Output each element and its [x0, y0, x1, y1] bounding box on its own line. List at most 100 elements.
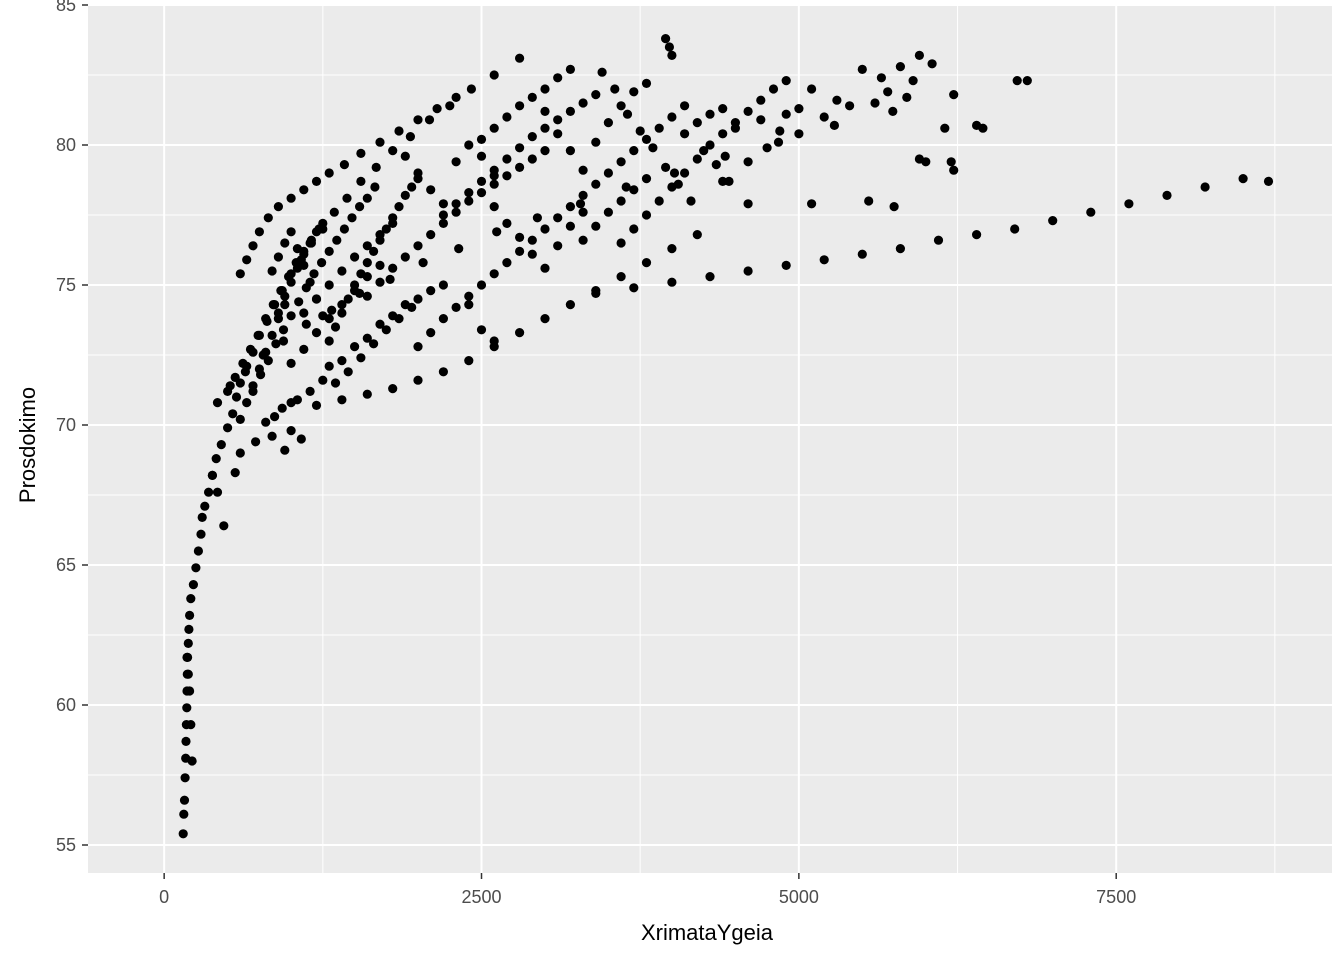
data-point: [540, 146, 550, 156]
data-point: [451, 92, 461, 102]
data-point: [616, 238, 626, 248]
data-point: [578, 165, 588, 175]
data-point: [464, 188, 474, 198]
data-point: [375, 319, 385, 329]
data-point: [191, 563, 201, 573]
data-point: [476, 176, 487, 186]
data-point: [667, 277, 677, 287]
data-point: [705, 272, 715, 282]
data-point: [271, 339, 281, 349]
data-point: [216, 440, 226, 450]
data-point: [426, 328, 436, 338]
data-point: [306, 235, 316, 245]
data-point: [553, 129, 563, 139]
data-point: [280, 445, 290, 455]
data-point: [183, 669, 193, 679]
data-point: [413, 375, 423, 385]
data-point: [235, 269, 245, 279]
data-point: [230, 372, 240, 382]
data-point: [369, 339, 379, 349]
data-point: [188, 580, 198, 590]
data-point: [870, 98, 880, 108]
data-point: [242, 255, 252, 265]
data-point: [756, 95, 766, 105]
data-point: [775, 126, 785, 136]
data-point: [466, 84, 476, 94]
data-point: [400, 252, 410, 262]
data-point: [669, 168, 680, 178]
data-point: [578, 190, 588, 200]
data-point: [248, 241, 258, 251]
data-point: [641, 258, 652, 268]
data-point: [743, 157, 753, 167]
data-point: [268, 300, 278, 310]
data-point: [972, 230, 982, 240]
data-point: [311, 176, 322, 186]
data-point: [654, 196, 664, 206]
data-point: [280, 238, 290, 248]
data-point: [451, 302, 461, 312]
data-point: [1010, 224, 1020, 234]
data-point: [641, 174, 652, 184]
data-point: [204, 487, 214, 497]
data-point: [405, 132, 415, 142]
data-point: [263, 356, 273, 366]
data-point: [251, 437, 261, 447]
data-point: [388, 146, 398, 156]
data-point: [781, 76, 791, 86]
data-point: [540, 314, 550, 324]
data-point: [492, 227, 502, 237]
x-axis-title: XrimataYgeia: [641, 920, 774, 945]
data-point: [527, 154, 537, 164]
data-point: [183, 638, 193, 649]
data-point: [718, 129, 728, 139]
data-point: [464, 196, 474, 206]
data-point: [413, 241, 423, 251]
data-point: [343, 294, 353, 304]
data-point: [949, 90, 959, 100]
data-point: [299, 308, 309, 318]
x-axis: 0 2500 5000 7500: [159, 873, 1136, 907]
data-point: [445, 101, 455, 111]
data-point: [342, 193, 352, 203]
data-point: [186, 720, 196, 730]
data-point: [324, 280, 334, 290]
data-point: [240, 367, 250, 377]
data-point: [356, 148, 366, 158]
data-point: [193, 546, 203, 556]
data-point: [381, 224, 391, 234]
data-point: [895, 244, 906, 254]
plot-panel: [88, 5, 1332, 873]
x-tick-label: 7500: [1096, 887, 1136, 907]
data-point: [553, 73, 563, 83]
data-point: [350, 252, 360, 262]
data-point: [317, 258, 327, 268]
data-point: [502, 171, 512, 181]
data-point: [1162, 190, 1172, 200]
data-point: [324, 336, 334, 346]
data-point: [347, 213, 357, 223]
data-point: [253, 330, 263, 340]
data-point: [337, 356, 347, 366]
data-point: [370, 182, 380, 192]
data-point: [438, 210, 448, 220]
data-point: [219, 521, 229, 531]
data-point: [311, 294, 322, 304]
data-point: [578, 235, 588, 245]
data-point: [273, 202, 283, 212]
data-point: [464, 356, 474, 366]
data-point: [502, 218, 512, 228]
data-point: [413, 115, 423, 125]
data-point: [212, 487, 223, 497]
data-point: [200, 501, 210, 511]
data-point: [254, 364, 264, 374]
data-point: [385, 274, 395, 284]
data-point: [294, 297, 304, 307]
data-point: [337, 300, 347, 310]
data-point: [476, 325, 487, 335]
data-point: [261, 417, 271, 427]
data-point: [324, 246, 334, 256]
data-point: [489, 123, 499, 133]
data-point: [532, 213, 543, 223]
data-point: [489, 171, 499, 181]
